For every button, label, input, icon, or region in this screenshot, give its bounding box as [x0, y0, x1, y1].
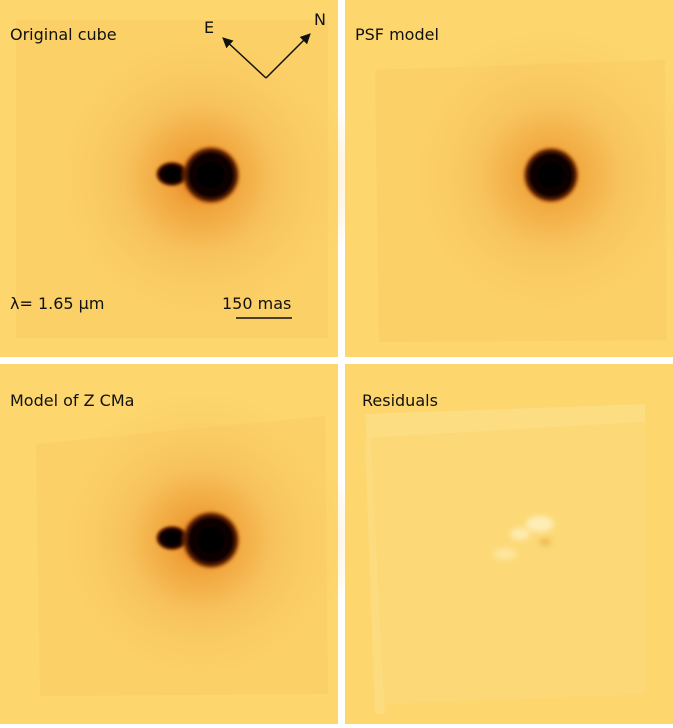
panel-title: Model of Z CMa [10, 391, 134, 410]
panel-title: Residuals [362, 391, 438, 410]
compass-label: N [314, 10, 326, 29]
compass-arrow [222, 37, 267, 79]
panel-residuals: Residuals [345, 364, 673, 724]
compass-label: E [204, 18, 214, 37]
wavelength-label: λ= 1.65 μm [10, 294, 104, 313]
panel-psf: PSF model [345, 0, 673, 357]
panel-title: PSF model [355, 25, 439, 44]
compass-arrow [265, 33, 311, 79]
panel-model: Model of Z CMa [0, 364, 355, 724]
panel-original: Original cube E N λ= 1.65 μm 150 mas [0, 0, 360, 357]
panel-title: Original cube [10, 25, 117, 44]
scale-bar-label: 150 mas [222, 294, 291, 313]
